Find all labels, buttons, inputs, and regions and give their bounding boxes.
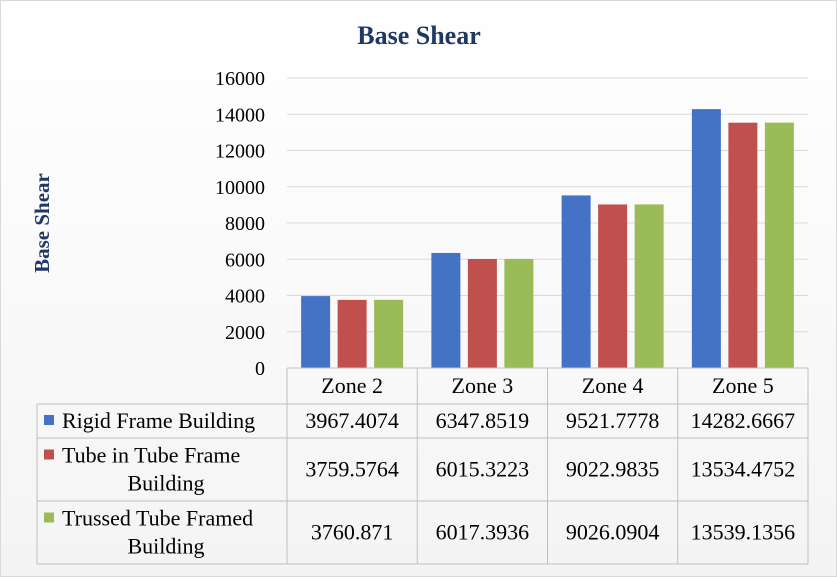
y-tick-label: 2000 — [225, 322, 265, 344]
y-tick-label: 12000 — [215, 141, 265, 163]
table-cell: 6347.8519 — [436, 408, 530, 433]
table-cell: 13539.1356 — [691, 520, 796, 545]
bar: Zone 5: 14282.6667 — [691, 109, 721, 369]
category-label: Zone 5 — [712, 373, 774, 398]
category-label: Zone 3 — [452, 373, 514, 398]
bar: Zone 5: 13534.4752 — [728, 122, 758, 368]
y-tick-label: 14000 — [215, 104, 265, 126]
y-tick-label: 6000 — [225, 249, 265, 271]
category-label: Zone 4 — [582, 373, 644, 398]
bar: Zone 3: 6015.3223 — [467, 258, 497, 368]
bar: Zone 4: 9026.0904 — [634, 204, 664, 368]
bars: Zone 2: 3967.4074 Zone 3: 6347.8519 Zone 4… — [301, 109, 794, 369]
bar: Zone 3: 6017.3936 — [504, 258, 534, 368]
gridlines — [287, 77, 808, 333]
y-tick-label: 16000 — [215, 68, 265, 90]
bar: Zone 2: 3967.4074 — [301, 296, 331, 368]
y-tick-label: 0 — [255, 358, 265, 380]
table-cell: 9521.7778 — [566, 408, 660, 433]
category-label: Zone 2 — [321, 373, 383, 398]
legend-key — [44, 415, 54, 425]
table-cell: 13534.4752 — [691, 457, 796, 482]
series-label: Building — [127, 471, 204, 496]
data-table: Zone 2 Zone 3 Zone 4 Zone 5 Rigid Frame Buil… — [36, 367, 809, 565]
y-axis-label: Base Shear — [30, 173, 54, 273]
series-label: Rigid Frame Building — [62, 408, 255, 433]
chart-title: Base Shear — [357, 21, 481, 50]
bar: Zone 4: 9022.9835 — [598, 204, 628, 368]
legend-key — [44, 449, 54, 460]
table-cell: 9022.9835 — [566, 457, 660, 482]
legend-key — [44, 512, 54, 523]
bar: Zone 4: 9521.7778 — [561, 195, 591, 368]
bar: Zone 5: 13539.1356 — [764, 122, 794, 368]
table-cell: 14282.6667 — [691, 408, 796, 433]
table-cell: 9026.0904 — [566, 520, 660, 545]
bar: Zone 3: 6347.8519 — [431, 252, 461, 368]
y-tick-label: 8000 — [225, 213, 265, 235]
bar: Zone 2: 3760.871 — [374, 299, 404, 368]
y-tick-labels: 0 2000 4000 6000 8000 10000 12000 14000 16000 — [215, 68, 265, 380]
table-cell: 3759.5764 — [305, 457, 399, 482]
table-cell: 3760.871 — [311, 520, 394, 545]
table-cell: 6015.3223 — [436, 457, 530, 482]
table-cell: 3967.4074 — [305, 408, 399, 433]
series-label: Building — [127, 534, 204, 559]
y-tick-label: 10000 — [215, 177, 265, 199]
y-tick-label: 4000 — [225, 286, 265, 308]
bar: Zone 2: 3759.5764 — [337, 299, 367, 368]
series-label: Trussed Tube Framed — [62, 506, 253, 531]
table-cell: 6017.3936 — [436, 520, 530, 545]
series-label: Tube in Tube Frame — [62, 443, 240, 468]
